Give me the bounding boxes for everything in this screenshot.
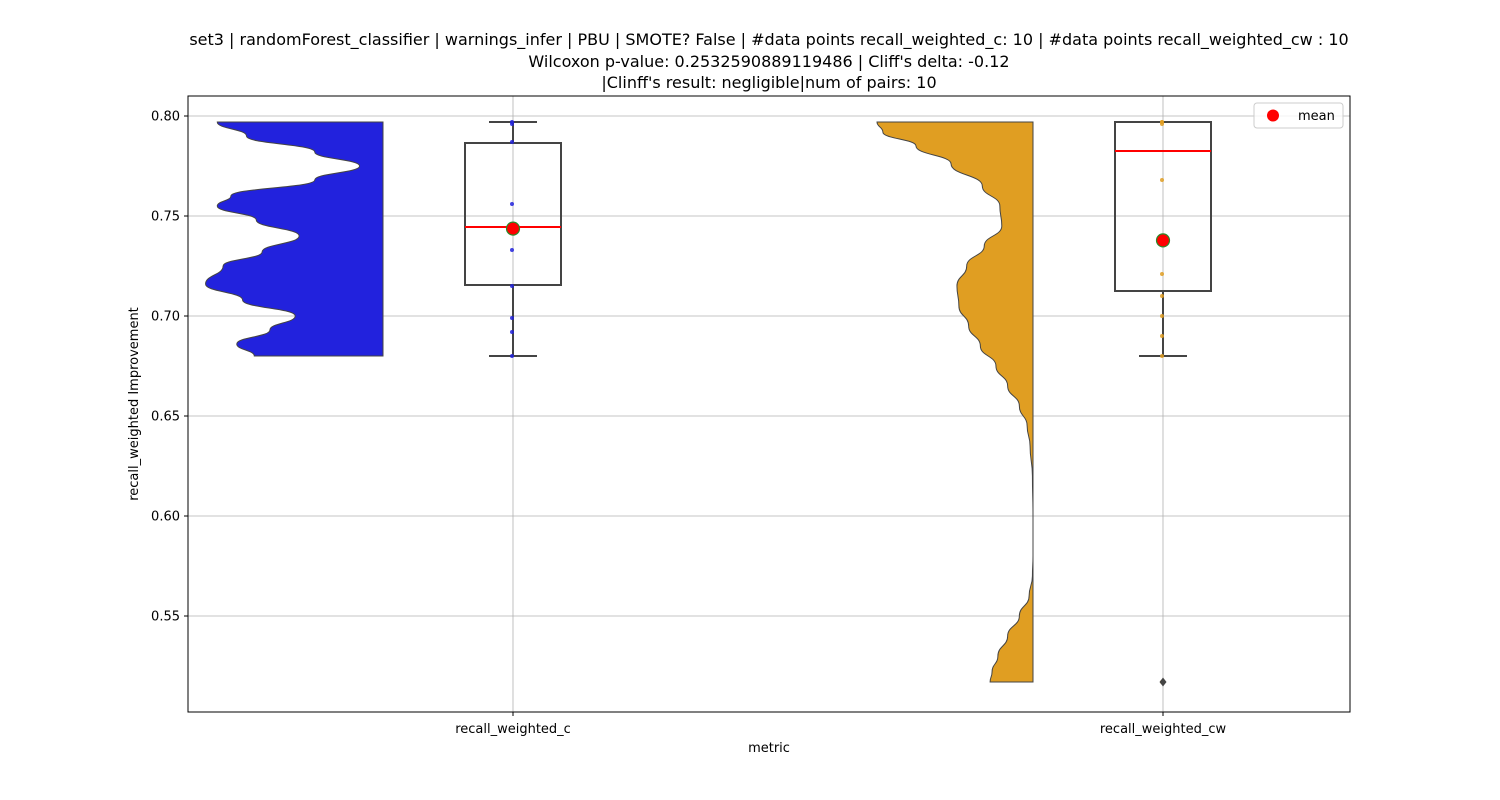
y-tick-label: 0.75: [151, 210, 180, 225]
x-tick-label-recall_weighted_cw: recall_weighted_cw: [1100, 722, 1227, 737]
chart-title-line-3: |Clinff's result: negligible|num of pair…: [601, 73, 937, 92]
grid-layer: [188, 96, 1350, 712]
y-tick-label: 0.55: [151, 610, 180, 625]
violin-recall_weighted_cw: [876, 121, 1034, 683]
data-point: [510, 330, 514, 334]
plot-frame: [187, 95, 1351, 713]
data-point: [510, 316, 514, 320]
data-point: [1160, 178, 1164, 182]
legend: mean: [1253, 102, 1344, 129]
y-tick-label: 0.60: [151, 510, 180, 525]
data-point: [510, 354, 514, 358]
mean-marker: [1155, 233, 1171, 248]
y-tick-label: 0.65: [151, 410, 180, 425]
data-point: [510, 248, 514, 252]
legend-mean-marker: [1267, 109, 1279, 122]
axis-layer: 0.55 0.60 0.65 0.70 0.75 0.80 recall_weighted_…: [151, 110, 1226, 738]
x-tick-label-recall_weighted_c: recall_weighted_c: [455, 722, 571, 737]
data-point: [1160, 294, 1164, 298]
data-point: [510, 202, 514, 206]
legend-box: [1253, 102, 1344, 129]
mean-marker: [505, 221, 521, 236]
data-point: [1160, 120, 1164, 124]
y-tick-label: 0.70: [151, 310, 180, 325]
data-point: [510, 284, 514, 288]
data-point: [1160, 272, 1164, 276]
legend-mean-label: mean: [1298, 109, 1335, 124]
x-axis-label: metric: [748, 741, 790, 756]
data-point: [510, 120, 514, 124]
data-point: [1160, 334, 1164, 338]
data-point: [510, 140, 514, 144]
box-layer: [464, 120, 1212, 687]
violin-recall_weighted_c: [205, 121, 384, 357]
y-axis-label: recall_weighted Improvement: [127, 307, 142, 501]
violin-layer: [205, 121, 1034, 683]
y-tick-label: 0.80: [151, 110, 180, 125]
data-point: [1160, 354, 1164, 358]
boxplot-recall_weighted_cw: [1114, 120, 1212, 687]
data-point: [1160, 314, 1164, 318]
outlier-marker: [1159, 677, 1167, 687]
chart-title-line-1: set3 | randomForest_classifier | warning…: [189, 30, 1349, 49]
boxplot-recall_weighted_c: [464, 120, 562, 358]
chart-title-line-2: Wilcoxon p-value: 0.2532590889119486 | C…: [528, 52, 1010, 71]
